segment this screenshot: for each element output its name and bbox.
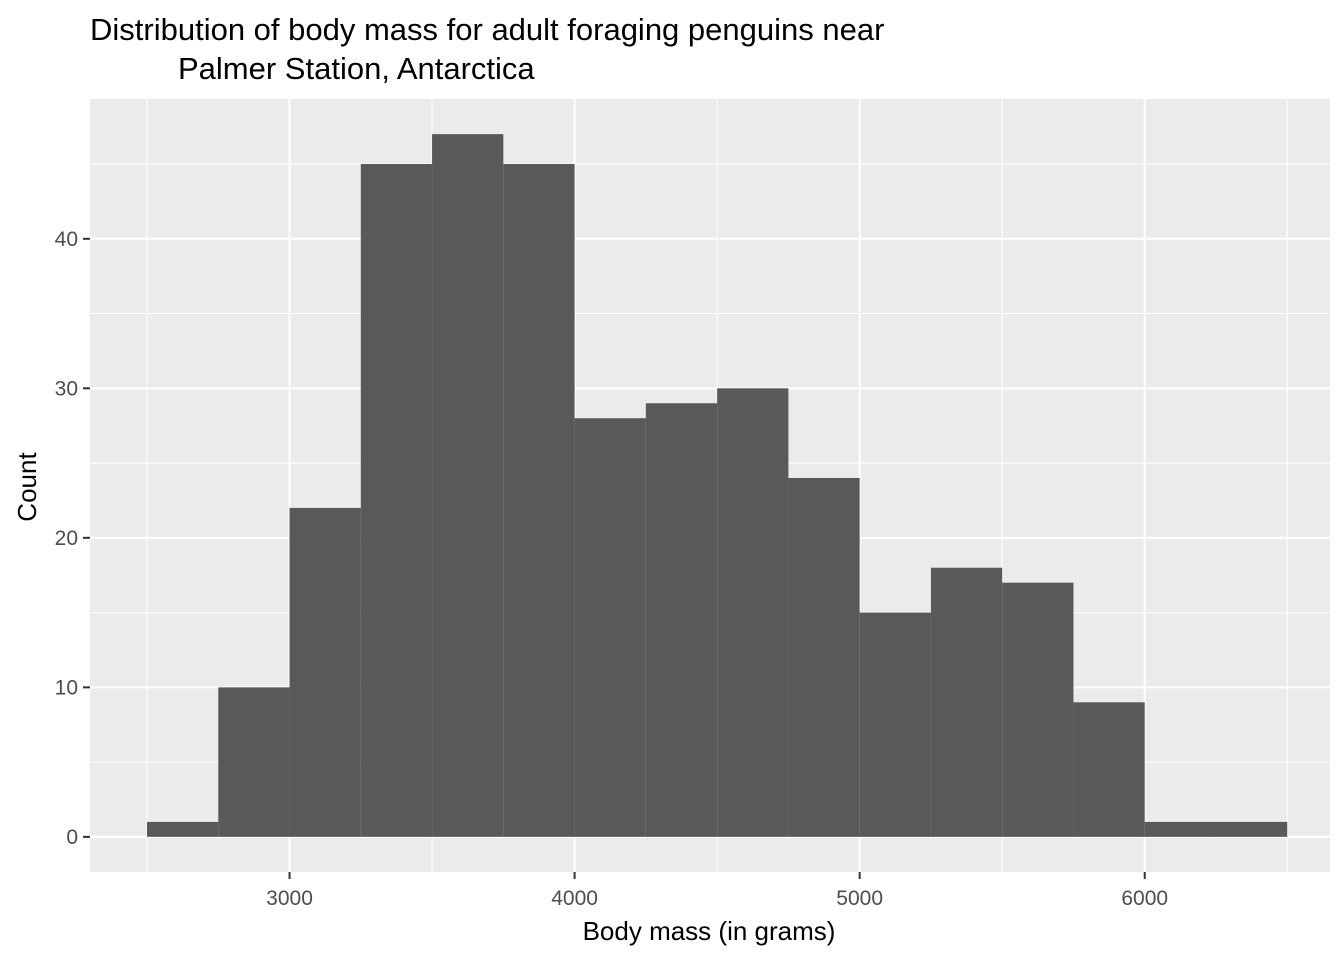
histogram-bar [1002, 582, 1074, 837]
histogram-bar [289, 507, 361, 837]
y-axis-ticks: 0 10 20 30 40 [55, 228, 90, 849]
x-axis-title: Body mass (in grams) [583, 916, 836, 946]
histogram-bar [645, 403, 718, 837]
histogram-bar [218, 687, 290, 837]
chart-title-line-1: Distribution of body mass for adult fora… [90, 12, 884, 47]
x-tick-label: 6000 [1121, 887, 1168, 910]
histogram-bar [1073, 702, 1145, 837]
histogram-bars [147, 134, 1288, 837]
histogram-bar [859, 612, 931, 837]
y-tick-label: 20 [55, 527, 78, 550]
histogram-bar [360, 164, 433, 837]
chart-title-line-2: Palmer Station, Antarctica [178, 51, 535, 86]
y-tick-label: 10 [55, 676, 78, 699]
x-tick-label: 4000 [551, 887, 598, 910]
histogram-bar [717, 388, 789, 837]
histogram-bar [930, 567, 1003, 837]
x-tick-label: 3000 [266, 887, 313, 910]
histogram-bar [1144, 821, 1216, 837]
histogram-bar [1215, 821, 1288, 837]
y-tick-label: 30 [55, 377, 78, 400]
histogram-bar [503, 164, 575, 837]
histogram-bar [574, 418, 646, 837]
histogram-bar [147, 821, 219, 837]
y-tick-label: 40 [55, 228, 78, 251]
histogram-bar [432, 134, 504, 837]
y-tick-label: 0 [66, 826, 78, 849]
x-axis-ticks: 3000 4000 5000 6000 [266, 872, 1168, 910]
y-axis-title: Count [12, 452, 42, 522]
x-tick-label: 5000 [836, 887, 883, 910]
histogram-bar [788, 478, 860, 837]
